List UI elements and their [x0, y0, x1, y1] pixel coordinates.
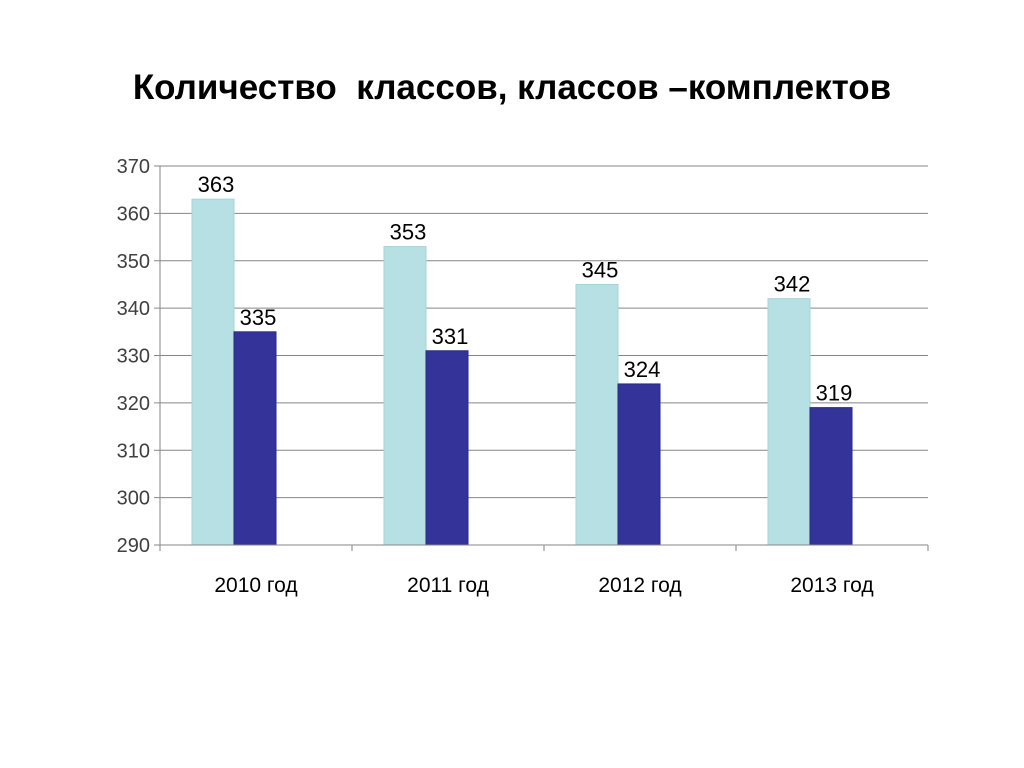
- y-tick-label: 300: [117, 488, 150, 510]
- bar-2010-год-series-2: [233, 331, 277, 546]
- data-label: 331: [432, 324, 469, 349]
- bar-2013-год-series-1: [767, 298, 811, 546]
- data-label: 353: [390, 220, 427, 245]
- x-tick-label: 2010 год: [214, 574, 297, 597]
- y-tick-label: 320: [117, 393, 150, 415]
- x-tick-label: 2012 год: [598, 574, 681, 597]
- data-label: 342: [774, 272, 811, 297]
- slide-title: Количество классов, классов –комплектов: [132, 68, 892, 107]
- y-tick-label: 340: [117, 298, 150, 320]
- bar-2011-год-series-1: [383, 246, 427, 546]
- data-label: 324: [624, 357, 661, 382]
- data-label: 335: [240, 305, 277, 330]
- y-tick-label: 360: [117, 203, 150, 225]
- y-tick-label: 370: [117, 156, 150, 178]
- y-tick-label: 310: [117, 440, 150, 462]
- bar-2010-год-series-1: [191, 198, 235, 546]
- y-tick-label: 330: [117, 346, 150, 368]
- bar-2013-год-series-2: [809, 407, 853, 546]
- y-tick-label: 290: [117, 535, 150, 557]
- bar-2011-год-series-2: [425, 350, 469, 546]
- y-tick-label: 350: [117, 251, 150, 273]
- data-label: 319: [816, 381, 853, 406]
- data-label: 345: [582, 257, 619, 282]
- data-label: 363: [198, 172, 235, 197]
- bar-2012-год-series-1: [575, 283, 619, 546]
- x-tick-label: 2011 год: [407, 574, 489, 597]
- bar-2012-год-series-2: [617, 383, 661, 546]
- x-tick-label: 2013 год: [790, 574, 873, 597]
